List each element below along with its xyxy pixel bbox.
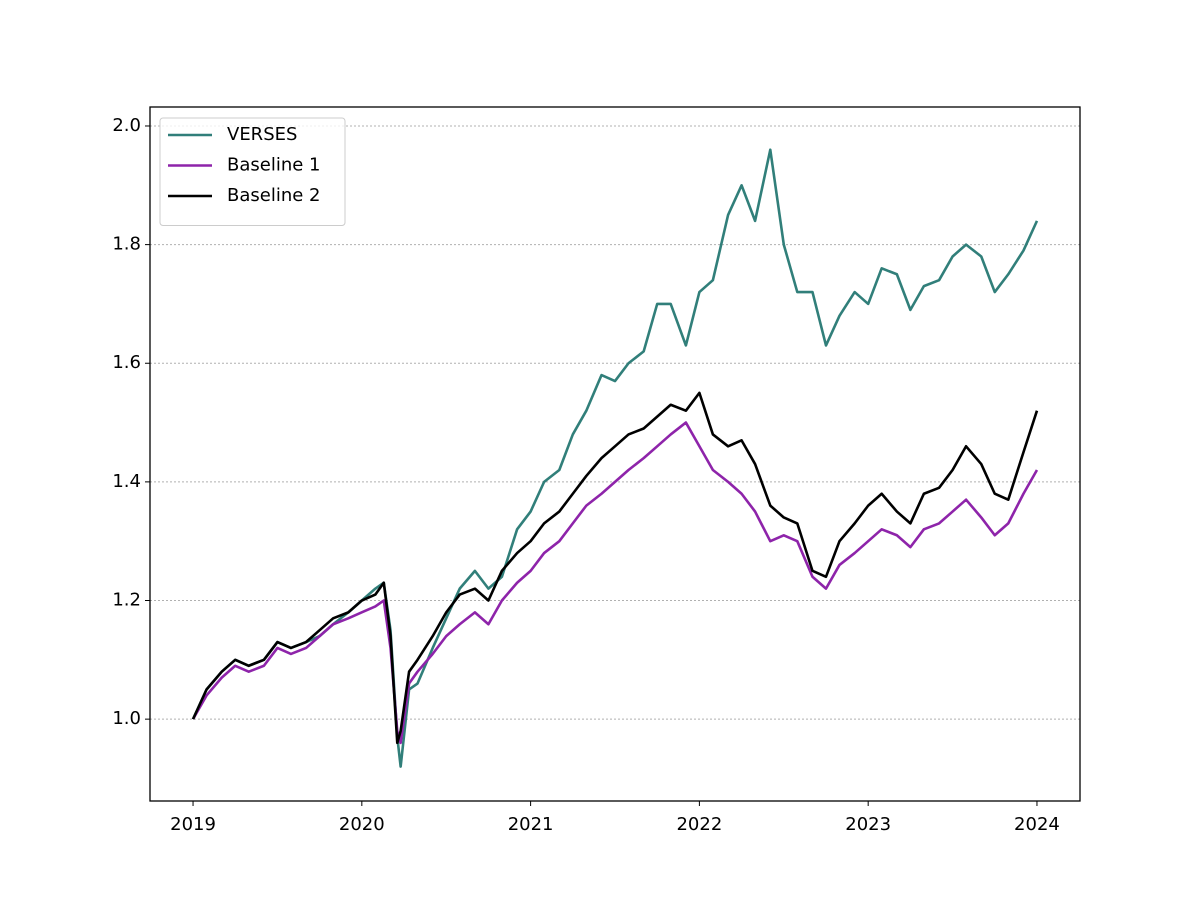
series-line	[191, 421, 1039, 745]
series-line	[191, 391, 1039, 745]
x-tick-label: 2020	[339, 814, 385, 835]
y-tick-label: 1.6	[112, 352, 141, 373]
legend-label: VERSES	[227, 124, 297, 145]
y-tick-label: 1.2	[112, 590, 141, 611]
plot-frame	[149, 106, 1081, 802]
x-tick-label: 2019	[170, 814, 216, 835]
x-tick-label: 2023	[845, 814, 891, 835]
y-tick-label: 1.0	[112, 708, 141, 729]
legend-label: Baseline 1	[227, 155, 321, 176]
legend-label: Baseline 2	[227, 185, 321, 206]
y-tick-label: 2.0	[112, 115, 141, 136]
legend-frame	[159, 117, 346, 226]
x-tick-label: 2022	[676, 814, 722, 835]
y-tick-label: 1.4	[112, 471, 141, 492]
legend: VERSES Baseline 1 Baseline 2	[159, 117, 346, 226]
x-tick-label: 2024	[1014, 814, 1060, 835]
x-tick-label: 2021	[508, 814, 554, 835]
y-tick-label: 1.8	[112, 234, 141, 255]
series-line	[191, 148, 1039, 768]
